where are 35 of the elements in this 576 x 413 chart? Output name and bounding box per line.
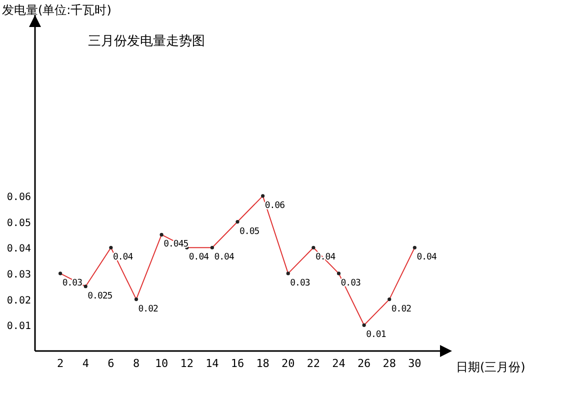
x-tick-label: 18 [256, 357, 270, 370]
x-tick-label: 24 [332, 357, 346, 370]
text: 三月份发电量走势图 [88, 34, 205, 49]
x-tick-label: 8 [132, 357, 140, 370]
x-tick-label: 12 [180, 357, 194, 370]
line-series [58, 194, 416, 327]
y-tick-label: 0.03 [6, 269, 31, 280]
data-label: 0.025 [88, 291, 112, 302]
x-tick-label: 20 [282, 357, 295, 370]
y-tick-label: 0.01 [6, 321, 31, 332]
data-label: 0.03 [62, 278, 82, 288]
data-label: 0.05 [240, 226, 260, 237]
data-label: 0.04 [416, 252, 436, 263]
x-tick-label: 26 [357, 357, 371, 370]
x-tick-label: 6 [108, 357, 114, 370]
data-label: 0.01 [366, 330, 386, 340]
x-tick-label: 16 [230, 357, 244, 370]
x-tick-label: 10 [154, 357, 168, 370]
data-label: 0.03 [290, 278, 310, 288]
y-axis-title: 发电量(单位:千瓦时) [2, 3, 112, 17]
x-tick-label: 30 [408, 357, 422, 370]
x-tick-label: 14 [206, 357, 220, 370]
y-tick-label: 0.06 [6, 192, 31, 203]
x-axis-title: 日期(三月份) [456, 360, 526, 374]
y-tick-label: 0.05 [6, 218, 31, 229]
data-label: 0.02 [391, 304, 412, 314]
data-label: 0.02 [138, 304, 158, 314]
y-tick-label: 0.02 [6, 295, 31, 306]
x-tick-label: 28 [382, 357, 396, 370]
data-label: 0.04 [214, 252, 234, 263]
data-label: 0.04 [188, 252, 209, 263]
x-tick-label: 2 [57, 357, 64, 370]
x-tick-label: 22 [306, 357, 320, 370]
x-tick-label: 4 [82, 357, 90, 370]
y-tick-label: 0.04 [6, 244, 31, 255]
